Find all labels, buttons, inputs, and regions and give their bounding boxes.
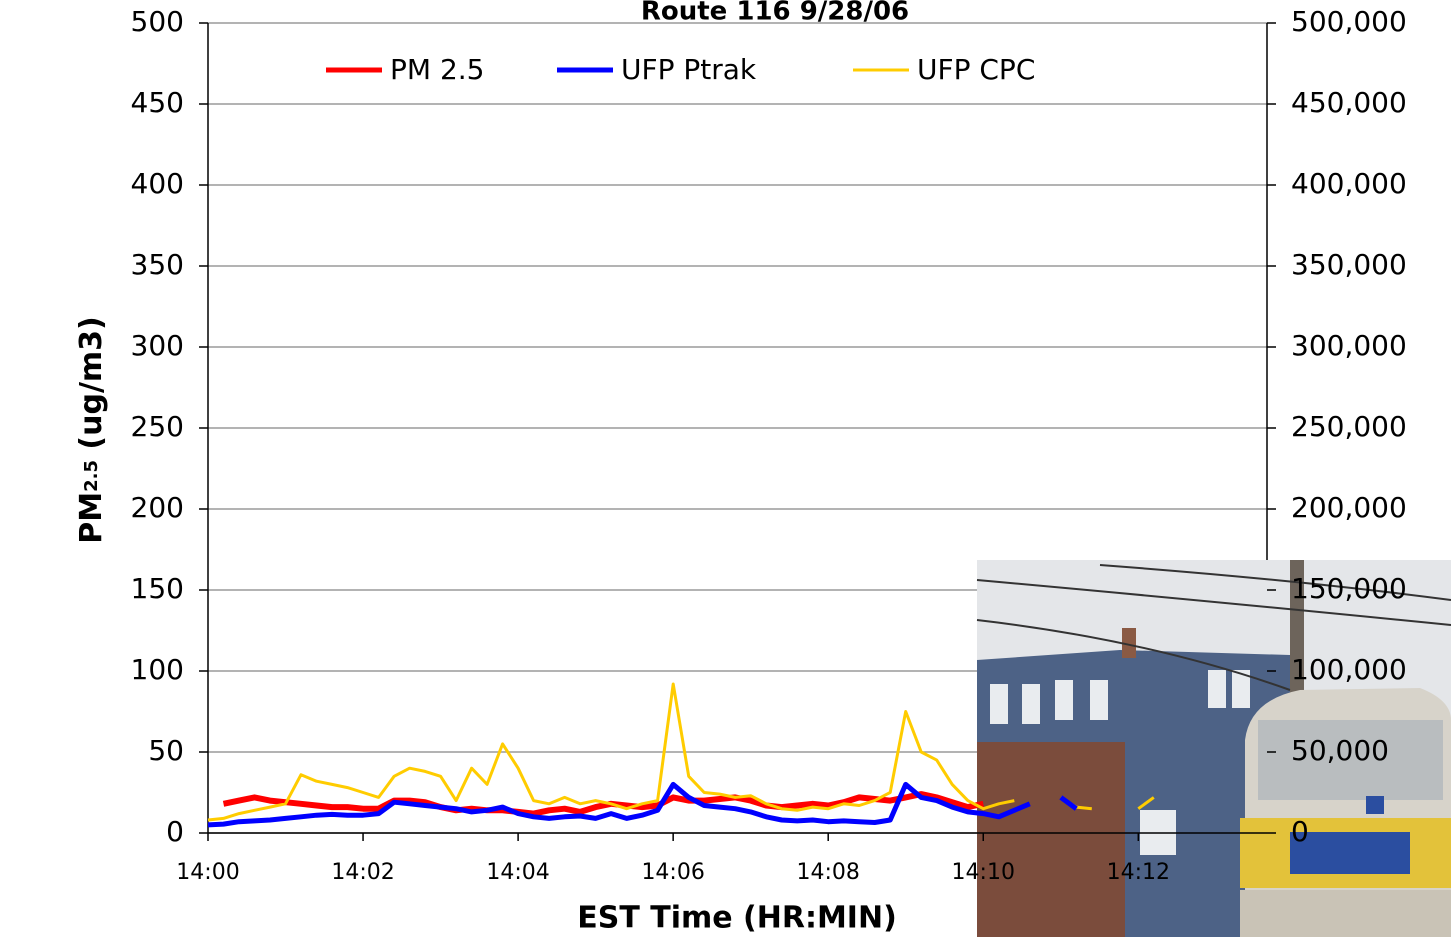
y-tick-label: 200 (131, 491, 184, 524)
x-tick-label: 14:06 (641, 860, 704, 885)
y2-tick-label: 400,000 (1291, 167, 1407, 200)
legend-label: UFP Ptrak (621, 53, 757, 86)
y-tick-label: 0 (166, 815, 184, 848)
x-tick-label: 14:00 (176, 860, 239, 885)
y2-tick-label: 300,000 (1291, 329, 1407, 362)
y2-tick-label: 250,000 (1291, 410, 1407, 443)
y-tick-label: 300 (131, 329, 184, 362)
y-tick-label: 450 (131, 86, 184, 119)
y-axis-title: PM2.5 (ug/m3) (74, 316, 109, 544)
y2-tick-label: 50,000 (1291, 734, 1389, 767)
y-tick-label: 100 (131, 653, 184, 686)
x-tick-label: 14:04 (486, 860, 549, 885)
y2-tick-label: 150,000 (1291, 572, 1407, 605)
y-tick-label: 350 (131, 248, 184, 281)
y-tick-label: 150 (131, 572, 184, 605)
street-photo (976, 560, 1451, 937)
x-tick-label: 14:02 (331, 860, 394, 885)
y-axis-title-sub: 2.5 (81, 460, 102, 492)
y2-tick-label: 500,000 (1291, 5, 1407, 38)
x-tick-label: 14:08 (797, 860, 860, 885)
x-tick-label: 14:10 (952, 860, 1015, 885)
y2-tick-label: 200,000 (1291, 491, 1407, 524)
y2-tick-label: 100,000 (1291, 653, 1407, 686)
legend-label: PM 2.5 (390, 53, 484, 86)
y-axis-title-part: PM (74, 492, 109, 544)
y-tick-label: 50 (148, 734, 184, 767)
y-tick-label: 400 (131, 167, 184, 200)
plot-layer: 0 50 100 150 200 250 300 350 400 450 500 0 50,000 100… (131, 5, 1407, 885)
y-axis-title-part: (ug/m3) (74, 316, 109, 460)
x-axis-title: EST Time (HR:MIN) (577, 901, 897, 936)
y2-tick-label: 450,000 (1291, 86, 1407, 119)
legend-label: UFP CPC (917, 53, 1035, 86)
y-tick-label: 500 (131, 5, 184, 38)
y-tick-label: 250 (131, 410, 184, 443)
data-line (222, 791, 984, 817)
y2-tick-label: 350,000 (1291, 248, 1407, 281)
data-line (207, 781, 1078, 828)
x-tick-label: 14:12 (1107, 860, 1170, 885)
y2-tick-label: 0 (1291, 815, 1309, 848)
chart-title: Route 116 9/28/06 (641, 0, 909, 27)
